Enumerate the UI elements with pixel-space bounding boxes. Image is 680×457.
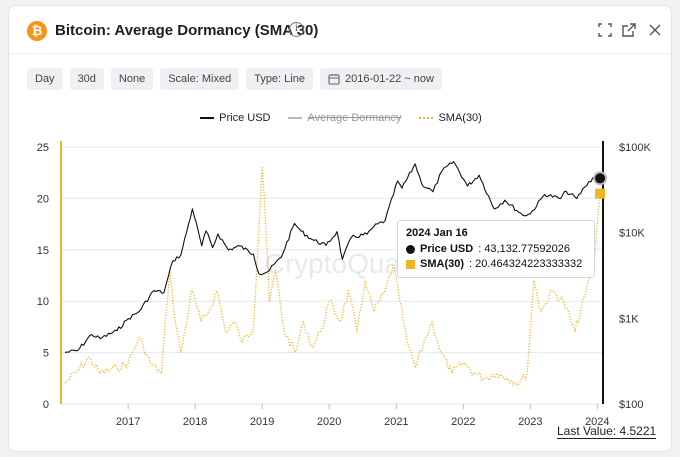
series-layer	[64, 161, 601, 387]
x-tick-label: 2024	[585, 416, 609, 428]
date-range-picker[interactable]: 2016-01-22 ~ now	[319, 68, 442, 90]
tooltip-price-value: : 43,132.77592026	[478, 243, 570, 255]
x-tick-label: 2021	[384, 416, 408, 428]
y-left-tick-label: 25	[37, 142, 49, 154]
chart-title: Bitcoin: Average Dormancy (SMA 30)	[55, 22, 319, 39]
bitcoin-icon: ₿	[27, 21, 47, 41]
chart-tooltip: 2024 Jan 16 Price USD : 43,132.77592026 …	[397, 220, 595, 278]
tooltip-price-row: Price USD : 43,132.77592026	[406, 242, 586, 257]
sma-series-line	[64, 166, 601, 387]
interval-selector[interactable]: Day	[27, 68, 63, 90]
legend-price-label: Price USD	[219, 112, 271, 124]
y-left-tick-label: 15	[37, 245, 49, 257]
y-right-tick-label: $10K	[619, 228, 645, 240]
y-left-tick-label: 5	[43, 348, 49, 360]
chart-header: ₿ Bitcoin: Average Dormancy (SMA 30) i	[9, 6, 671, 54]
smoothing-selector[interactable]: None	[110, 68, 154, 90]
x-tick-label: 2017	[116, 416, 140, 428]
legend-sma-label: SMA(30)	[438, 112, 482, 124]
sma-hover-marker	[595, 188, 606, 199]
legend-dormancy[interactable]: Average Dormancy	[288, 110, 401, 126]
tooltip-sma-marker	[406, 260, 415, 269]
tooltip-date: 2024 Jan 16	[406, 227, 468, 239]
last-value-label[interactable]: Last Value: 4.5221	[557, 424, 657, 439]
y-left-tick-label: 0	[43, 399, 49, 411]
expand-icon[interactable]	[597, 22, 613, 38]
price-hover-marker	[593, 171, 608, 186]
chart-legend: Price USD Average Dormancy SMA(30)	[9, 110, 671, 126]
price-series-line	[64, 161, 601, 353]
axes: 0 5 10 15 20 25 $100 $1K $10K $100K 2017 2018 2019 20…	[37, 141, 651, 428]
close-icon[interactable]	[647, 22, 663, 38]
chart-card: ₿ Bitcoin: Average Dormancy (SMA 30) i D…	[8, 5, 672, 452]
y-right-tick-label: $1K	[619, 313, 639, 325]
legend-price[interactable]: Price USD	[200, 110, 270, 126]
legend-sma-swatch	[419, 117, 434, 119]
y-left-tick-label: 20	[37, 193, 49, 205]
tooltip-sma-value: : 20.464324223333332	[469, 258, 583, 270]
x-tick-label: 2022	[451, 416, 475, 428]
legend-dormancy-label: Average Dormancy	[307, 112, 402, 124]
x-tick-label: 2020	[317, 416, 341, 428]
tooltip-price-label: Price USD	[420, 243, 474, 255]
y-left-tick-label: 10	[37, 296, 49, 308]
tooltip-sma-row: SMA(30) : 20.464324223333332	[406, 257, 586, 272]
y-right-tick-label: $100	[619, 399, 643, 411]
chart-toolbar: Day 30d None Scale: Mixed Type: Line 201…	[27, 68, 442, 90]
legend-dormancy-swatch	[288, 117, 303, 119]
legend-sma[interactable]: SMA(30)	[419, 110, 482, 126]
scale-selector[interactable]: Scale: Mixed	[160, 68, 240, 90]
info-icon[interactable]: i	[289, 22, 304, 37]
x-tick-label: 2019	[250, 416, 274, 428]
external-link-icon[interactable]	[621, 22, 637, 38]
calendar-icon	[328, 74, 340, 85]
tooltip-price-marker	[406, 245, 415, 254]
tooltip-sma-label: SMA(30)	[420, 258, 465, 270]
x-tick-label: 2018	[183, 416, 207, 428]
legend-price-swatch	[200, 117, 215, 119]
grid	[61, 146, 603, 405]
x-tick-label: 2023	[518, 416, 542, 428]
window-selector[interactable]: 30d	[69, 68, 104, 90]
hover-markers	[593, 171, 608, 199]
type-selector[interactable]: Type: Line	[246, 68, 313, 90]
y-right-tick-label: $100K	[619, 142, 651, 154]
date-range-label: 2016-01-22 ~ now	[344, 73, 434, 85]
